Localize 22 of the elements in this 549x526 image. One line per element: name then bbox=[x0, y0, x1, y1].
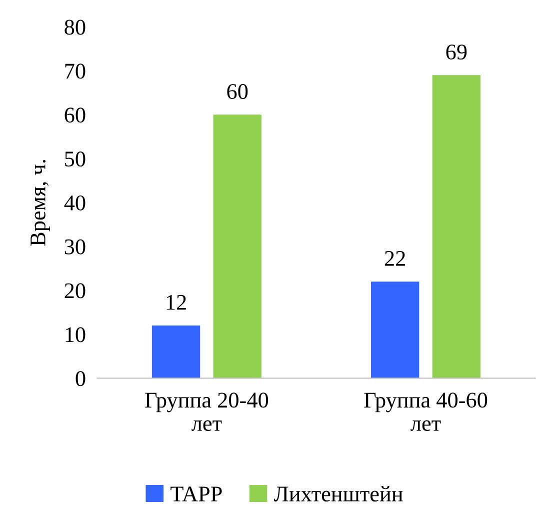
y-tick-label: 0 bbox=[76, 371, 86, 386]
x-tick-label: Группа 40-60 лет bbox=[364, 392, 488, 431]
bar bbox=[432, 75, 481, 378]
y-tick-label: 60 bbox=[64, 108, 86, 123]
bar bbox=[152, 325, 200, 378]
y-axis-title: Время, ч. bbox=[30, 160, 50, 246]
data-label: 60 bbox=[227, 84, 248, 100]
legend-label: TAPP bbox=[170, 486, 222, 502]
data-label: 69 bbox=[446, 44, 467, 60]
y-tick-label: 30 bbox=[64, 239, 86, 254]
legend-label: Лихтенштейн bbox=[274, 486, 403, 502]
y-tick-label: 20 bbox=[64, 283, 86, 298]
y-tick-label: 10 bbox=[66, 327, 86, 342]
y-tick-label: 50 bbox=[65, 152, 86, 167]
y-tick-label: 80 bbox=[64, 20, 86, 35]
bar bbox=[370, 282, 420, 378]
x-tick-label: Группа 20-40 лет bbox=[145, 392, 268, 431]
data-label: 12 bbox=[166, 294, 186, 310]
y-tick-label: 40 bbox=[64, 195, 86, 210]
data-label: 22 bbox=[384, 251, 405, 266]
y-tick-label: 70 bbox=[65, 64, 86, 79]
bar bbox=[213, 114, 262, 378]
